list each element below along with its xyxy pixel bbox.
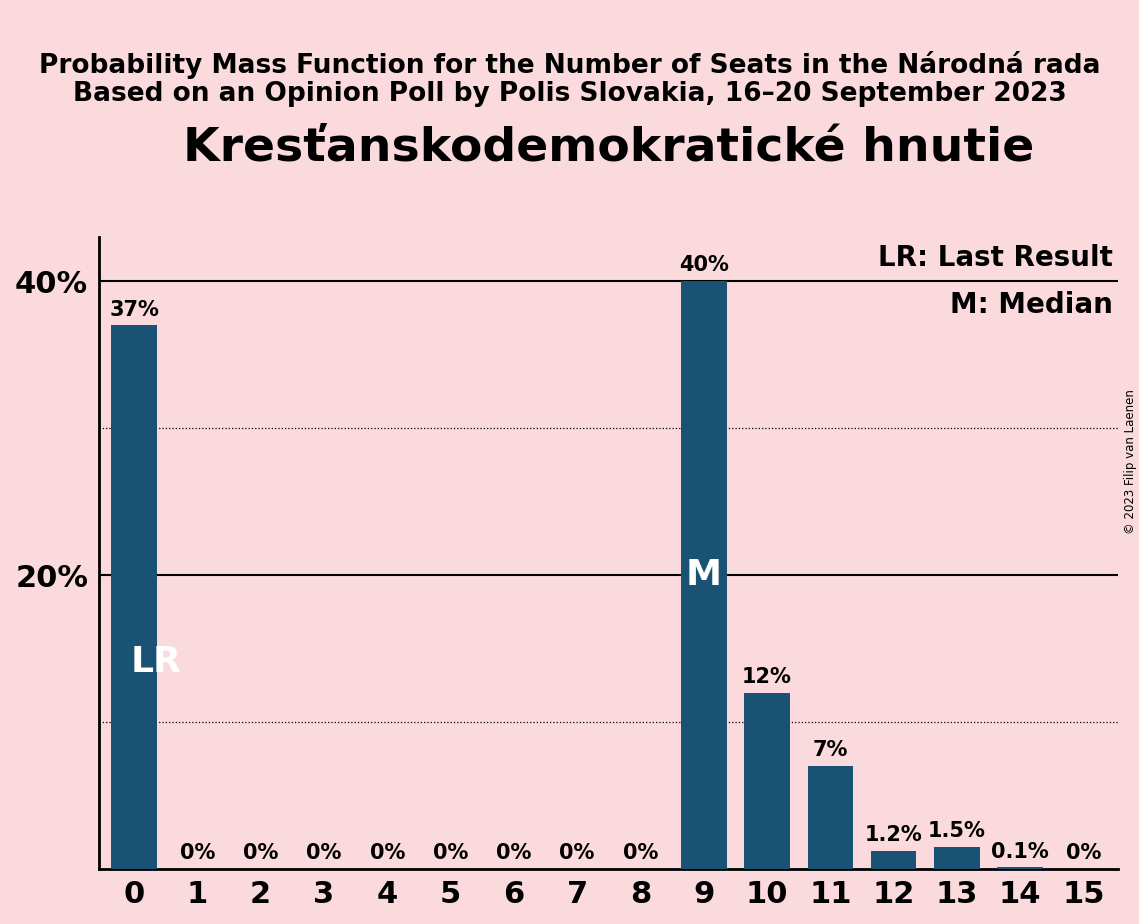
Text: Probability Mass Function for the Number of Seats in the Národná rada: Probability Mass Function for the Number… (39, 51, 1100, 79)
Title: Kresťanskodemokratické hnutie: Kresťanskodemokratické hnutie (183, 126, 1034, 171)
Text: 0.1%: 0.1% (991, 842, 1049, 861)
Text: 0%: 0% (559, 843, 595, 863)
Text: 1.2%: 1.2% (865, 825, 923, 845)
Text: 0%: 0% (306, 843, 342, 863)
Text: 0%: 0% (497, 843, 532, 863)
Text: 1.5%: 1.5% (928, 821, 986, 841)
Text: © 2023 Filip van Laenen: © 2023 Filip van Laenen (1124, 390, 1137, 534)
Text: 0%: 0% (180, 843, 215, 863)
Text: LR: LR (131, 645, 182, 679)
Bar (808, 766, 853, 869)
Text: 0%: 0% (243, 843, 278, 863)
Text: Based on an Opinion Poll by Polis Slovakia, 16–20 September 2023: Based on an Opinion Poll by Polis Slovak… (73, 81, 1066, 107)
Bar (934, 847, 980, 869)
Text: 7%: 7% (812, 740, 849, 760)
Text: 40%: 40% (679, 255, 729, 275)
Bar (112, 325, 157, 869)
Bar (744, 693, 789, 869)
Text: LR: Last Result: LR: Last Result (878, 244, 1113, 272)
Bar (871, 851, 917, 869)
Text: 0%: 0% (369, 843, 405, 863)
Text: 0%: 0% (623, 843, 658, 863)
Text: 0%: 0% (433, 843, 468, 863)
Bar (681, 281, 727, 869)
Text: 37%: 37% (109, 299, 159, 320)
Text: 12%: 12% (743, 667, 792, 687)
Text: M: Median: M: Median (950, 291, 1113, 319)
Text: 0%: 0% (1066, 843, 1101, 863)
Bar (998, 868, 1043, 869)
Text: M: M (686, 558, 722, 592)
